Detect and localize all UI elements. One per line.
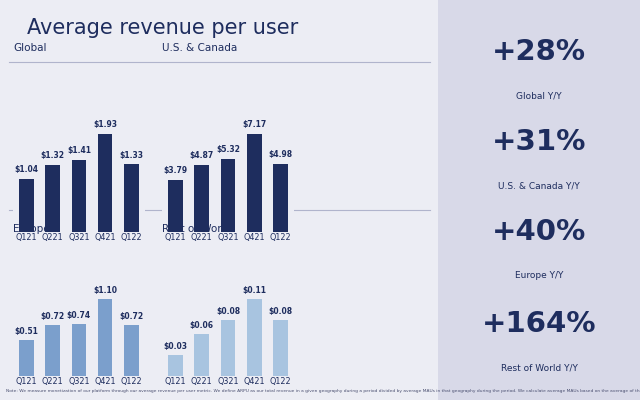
Text: Europe Y/Y: Europe Y/Y	[515, 272, 563, 280]
Bar	[124, 164, 139, 232]
Text: Average revenue per user: Average revenue per user	[27, 18, 298, 38]
Text: $0.08: $0.08	[216, 307, 240, 316]
Text: +31%: +31%	[492, 128, 586, 156]
Text: $1.33: $1.33	[120, 150, 143, 160]
Bar	[45, 325, 60, 376]
Text: $0.72: $0.72	[40, 312, 65, 322]
Bar	[247, 298, 262, 376]
Bar	[273, 164, 288, 232]
Text: Europe: Europe	[13, 224, 50, 234]
Text: $1.32: $1.32	[40, 151, 65, 160]
Text: $0.08: $0.08	[269, 307, 292, 316]
Text: U.S. & Canada Y/Y: U.S. & Canada Y/Y	[499, 182, 580, 190]
Text: $1.10: $1.10	[93, 286, 117, 295]
Text: Rest of World Y/Y: Rest of World Y/Y	[500, 364, 578, 372]
Text: $4.87: $4.87	[189, 152, 214, 160]
Text: +164%: +164%	[482, 310, 596, 338]
Bar	[168, 180, 182, 232]
Text: $5.32: $5.32	[216, 145, 240, 154]
Bar	[168, 355, 182, 376]
Text: $0.72: $0.72	[120, 312, 143, 322]
Text: $7.17: $7.17	[242, 120, 266, 129]
Bar	[195, 165, 209, 232]
Bar	[19, 340, 33, 376]
Bar	[72, 324, 86, 376]
Text: $0.03: $0.03	[163, 342, 188, 351]
Bar	[98, 298, 113, 376]
Text: $0.06: $0.06	[189, 321, 214, 330]
Bar	[98, 134, 113, 232]
Bar	[45, 165, 60, 232]
Text: Rest of World: Rest of World	[162, 224, 232, 234]
Text: U.S. & Canada: U.S. & Canada	[162, 43, 237, 53]
Bar	[124, 325, 139, 376]
Text: +28%: +28%	[492, 38, 586, 66]
Text: $0.11: $0.11	[243, 286, 266, 295]
Text: +40%: +40%	[492, 218, 586, 246]
Bar	[72, 160, 86, 232]
Text: Global Y/Y: Global Y/Y	[516, 92, 562, 100]
Bar	[247, 134, 262, 232]
Text: $4.98: $4.98	[269, 150, 292, 159]
Text: $0.51: $0.51	[14, 327, 38, 336]
Text: $1.41: $1.41	[67, 146, 91, 156]
Text: $1.93: $1.93	[93, 120, 117, 129]
Bar	[221, 159, 236, 232]
Text: Note: We measure monetization of our platform through our average revenue per us: Note: We measure monetization of our pla…	[6, 389, 640, 393]
Text: $1.04: $1.04	[14, 165, 38, 174]
Bar	[195, 334, 209, 376]
Bar	[19, 179, 33, 232]
Bar	[273, 320, 288, 376]
Text: Global: Global	[13, 43, 47, 53]
Text: $3.79: $3.79	[163, 166, 188, 175]
Text: $0.74: $0.74	[67, 311, 91, 320]
Bar	[221, 320, 236, 376]
